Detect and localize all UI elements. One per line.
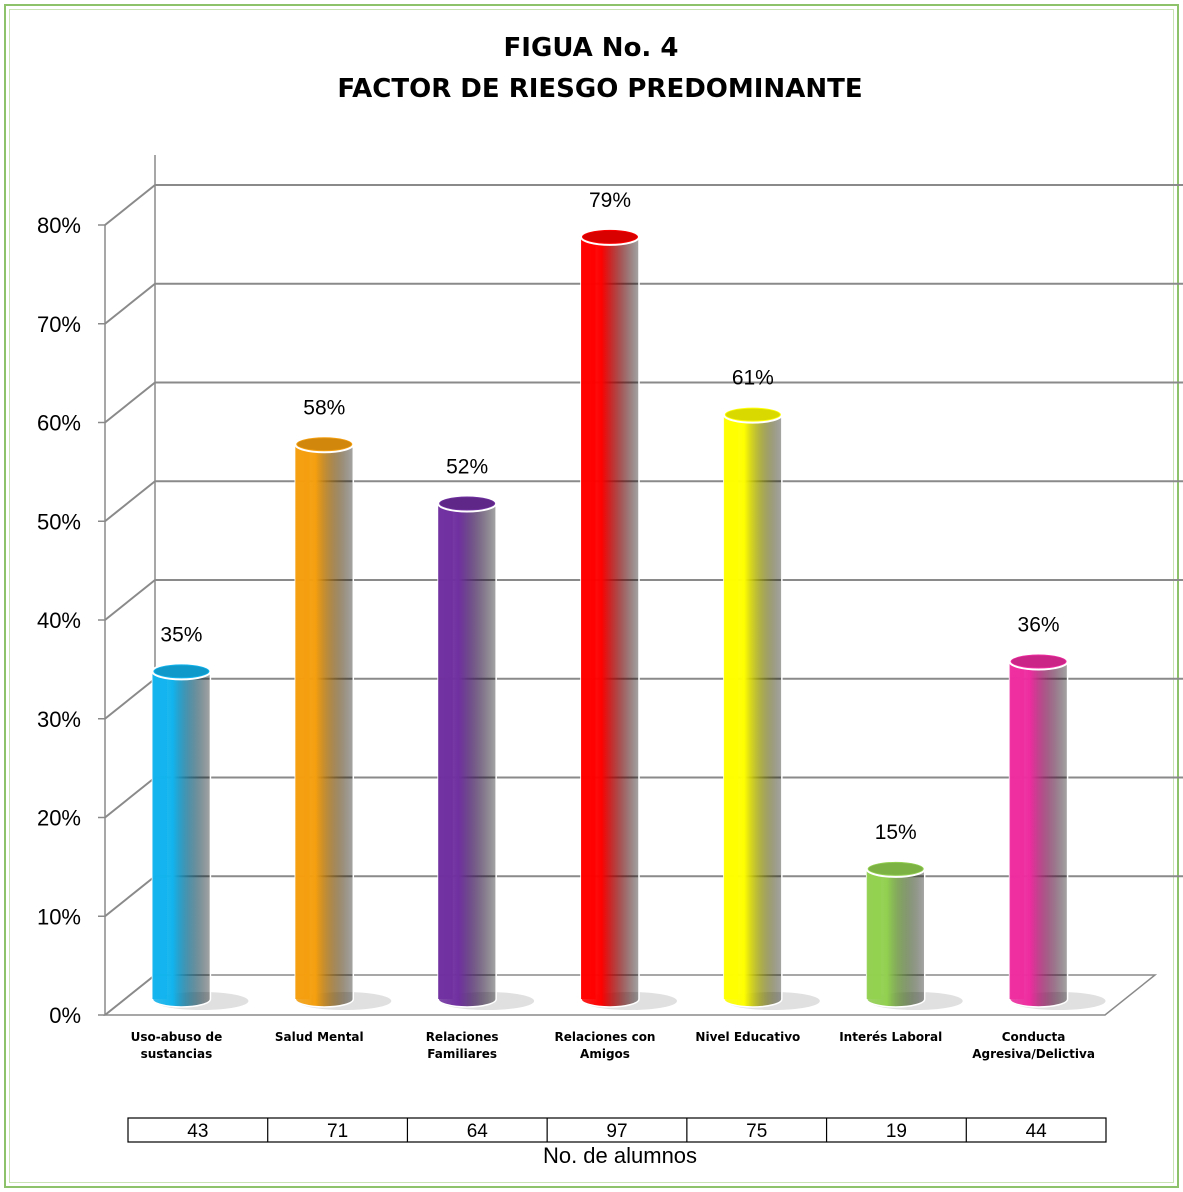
bar-body — [151, 670, 212, 1008]
bar-cap-shade — [725, 408, 780, 421]
table-cell: 43 — [187, 1121, 208, 1142]
bars — [151, 227, 1106, 1010]
chart-frame-inner — [9, 9, 1174, 1183]
table-cell: 97 — [606, 1121, 627, 1142]
bar-cap — [580, 227, 640, 246]
bar-value-label: 15% — [875, 821, 917, 844]
bar-value-label: 36% — [1018, 614, 1060, 637]
table-cell: 64 — [467, 1121, 489, 1142]
y-tick-label: 30% — [37, 707, 81, 732]
bar — [722, 405, 820, 1010]
table-cell: 44 — [1026, 1121, 1048, 1142]
gridline-side — [104, 776, 156, 819]
bar-value-label: 52% — [446, 456, 488, 479]
data-table: 43 71 64 97 75 19 44 — [127, 1117, 1107, 1143]
gridline-side — [104, 282, 156, 325]
table-border — [127, 1117, 1107, 1143]
bar — [294, 435, 392, 1010]
y-tick-label: 40% — [37, 608, 81, 633]
chart-title-line1: FIGUA No. 4 — [504, 33, 679, 63]
gridline-side — [104, 579, 156, 621]
y-tick-label: 10% — [37, 904, 81, 929]
bar-body — [294, 443, 355, 1008]
gridline-side — [104, 480, 156, 523]
x-category-label: Relaciones — [426, 1030, 499, 1044]
bar-value-label: 58% — [303, 396, 345, 419]
x-category-label: Salud Mental — [275, 1030, 364, 1044]
bar-highlight — [438, 503, 453, 999]
table-cell: 71 — [327, 1121, 348, 1142]
bar-cap-shade — [1011, 655, 1066, 668]
bar-body — [437, 502, 497, 1008]
x-category-label: Agresiva/Delictiva — [972, 1047, 1095, 1061]
x-category-label: Relaciones con — [555, 1030, 656, 1044]
y-tick-label: 80% — [37, 213, 81, 238]
bar-value-label: 79% — [589, 189, 631, 212]
bar — [865, 859, 963, 1010]
bar-cap — [1008, 652, 1069, 671]
gridline-side — [104, 974, 156, 1016]
bar — [437, 494, 535, 1010]
y-tick-label: 0% — [49, 1003, 81, 1028]
x-category-label: Conducta — [1002, 1030, 1066, 1044]
x-category-label: Nivel Educativo — [695, 1030, 800, 1044]
bar-cap-shade — [440, 497, 495, 510]
bar-highlight — [581, 236, 596, 999]
bar — [580, 227, 677, 1010]
bar-cap-shade — [297, 438, 352, 451]
gridline-side — [104, 875, 156, 918]
gridline-side — [104, 677, 156, 720]
x-category-label: Interés Laboral — [839, 1030, 942, 1044]
x-category-label: sustancias — [141, 1047, 213, 1061]
bar-cap-shade — [583, 230, 637, 243]
table-label: No. de alumnos — [543, 1143, 697, 1168]
gridline-side — [104, 381, 156, 424]
bar-cap-shade — [868, 862, 923, 875]
gridline-side — [104, 184, 156, 226]
bar-highlight — [866, 868, 882, 999]
bar — [1008, 652, 1106, 1010]
y-tick-label: 50% — [37, 509, 81, 534]
bar-highlight — [295, 444, 310, 999]
x-axis-categories: Uso-abuso de sustancias Salud Mental Relaci… — [131, 1030, 1095, 1061]
table-cell: 19 — [886, 1121, 907, 1142]
bar-value-label: 61% — [732, 367, 774, 390]
x-category-label: Uso-abuso de — [131, 1030, 223, 1044]
bar-cap — [151, 662, 212, 681]
y-tick-label: 20% — [37, 806, 81, 831]
bar — [151, 662, 249, 1010]
bar-highlight — [1009, 661, 1025, 999]
bar-highlight — [723, 414, 739, 999]
bar-value-label: 35% — [160, 623, 202, 646]
chart-title-line2: FACTOR DE RIESGO PREDOMINANTE — [337, 74, 862, 104]
x-category-label: Familiares — [427, 1047, 497, 1061]
bar-cap — [294, 435, 355, 454]
data-labels: 35% 58% 52% 79% 61% 15% 36% — [160, 189, 1059, 844]
bar-cap — [437, 494, 498, 513]
table-cell: 75 — [746, 1121, 767, 1142]
bar-cap-shade — [154, 665, 209, 678]
x-category-label: Amigos — [580, 1047, 630, 1061]
y-tick-label: 60% — [37, 411, 81, 436]
bar-highlight — [152, 671, 167, 999]
y-axis: 0% 10% 20% 30% 40% 50% 60% 70% 80% — [37, 155, 156, 1028]
bar-cap — [722, 405, 783, 424]
y-tick-label: 70% — [37, 312, 81, 337]
bar-cap — [865, 859, 926, 878]
